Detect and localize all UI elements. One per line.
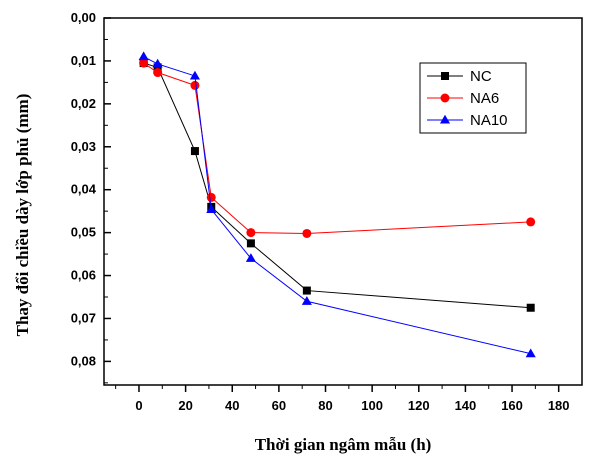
legend-label-na6: NA6 <box>470 90 499 107</box>
x-tick-label: 120 <box>408 398 430 413</box>
data-point-na6 <box>246 228 256 238</box>
data-point-na10 <box>138 51 149 61</box>
legend: NC NA6 NA10 <box>419 62 527 134</box>
axes: 0,00 0,01 0,02 0,03 0,04 0,05 0,06 0,07 0,08 0 20 4… <box>71 10 583 413</box>
x-tick-label: 140 <box>455 398 477 413</box>
data-point-na10 <box>152 58 163 68</box>
plot-frame <box>103 17 583 386</box>
data-point-na10 <box>206 204 217 213</box>
y-tick-label: 0,00 <box>71 10 96 25</box>
x-tick-label: 80 <box>318 398 332 413</box>
y-tick-label: 0,01 <box>71 53 96 68</box>
data-point-na6 <box>302 228 312 238</box>
data-point-nc <box>246 239 255 248</box>
legend-marker-nc <box>441 72 449 80</box>
x-tick-label: 0 <box>135 398 142 413</box>
x-tick-label: 60 <box>272 398 286 413</box>
x-tick-label: 180 <box>548 398 570 413</box>
data-point-na6 <box>206 192 216 202</box>
data-point-na6 <box>139 58 149 68</box>
data-point-nc <box>302 286 311 295</box>
data-point-na10 <box>245 253 256 262</box>
legend-label-na10: NA10 <box>470 112 508 129</box>
y-tick-label: 0,08 <box>71 353 96 368</box>
data-point-na6 <box>153 68 163 78</box>
data-point-na10 <box>189 70 200 80</box>
x-tick-label: 100 <box>361 398 383 413</box>
y-tick-label: 0,05 <box>71 225 96 240</box>
y-tick-label: 0,06 <box>71 268 96 283</box>
data-point-nc <box>526 303 535 312</box>
y-tick-label: 0,02 <box>71 96 96 111</box>
x-tick-label: 160 <box>501 398 523 413</box>
data-point-na10 <box>301 296 312 305</box>
legend-label-nc: NC <box>470 68 492 85</box>
series-na10 <box>138 51 536 358</box>
y-tick-label: 0,07 <box>71 310 96 325</box>
series-na6 <box>139 58 536 238</box>
x-tick-label: 20 <box>178 398 192 413</box>
legend-marker-na6 <box>440 93 450 103</box>
y-axis-title: Thay đổi chiều dày lớp phủ (mm) <box>13 94 32 337</box>
series-layer <box>138 51 536 358</box>
y-tick-label: 0,03 <box>71 139 96 154</box>
y-tick-label: 0,04 <box>71 182 97 197</box>
data-point-na10 <box>525 348 536 358</box>
data-point-na6 <box>526 217 536 227</box>
data-point-na6 <box>190 80 200 90</box>
legend-marker-na10 <box>439 114 451 124</box>
x-axis-title: Thời gian ngâm mẫu (h) <box>255 435 432 454</box>
x-tick-label: 40 <box>225 398 239 413</box>
data-point-nc <box>190 147 199 156</box>
